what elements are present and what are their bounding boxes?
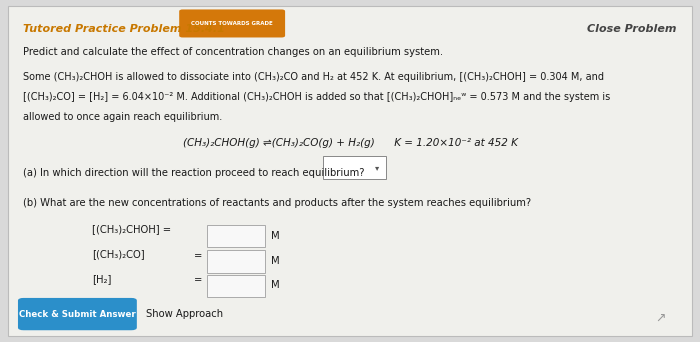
Text: [(CH₃)₂CO] = [H₂] = 6.04×10⁻² M. Additional (CH₃)₂CHOH is added so that [(CH₃)₂C: [(CH₃)₂CO] = [H₂] = 6.04×10⁻² M. Additio… bbox=[23, 92, 610, 102]
Text: (b) What are the new concentrations of reactants and products after the system r: (b) What are the new concentrations of r… bbox=[23, 198, 531, 208]
Text: COUNTS TOWARDS GRADE: COUNTS TOWARDS GRADE bbox=[191, 21, 273, 26]
FancyBboxPatch shape bbox=[18, 298, 136, 330]
FancyBboxPatch shape bbox=[179, 10, 285, 38]
Text: (CH₃)₂CHOH(g) ⇌(CH₃)₂CO(g) + H₂(g)      K = 1.20×10⁻² at 452 K: (CH₃)₂CHOH(g) ⇌(CH₃)₂CO(g) + H₂(g) K = 1… bbox=[183, 138, 517, 148]
Text: M: M bbox=[272, 256, 280, 266]
FancyBboxPatch shape bbox=[206, 275, 265, 297]
Text: Some (CH₃)₂CHOH is allowed to dissociate into (CH₃)₂CO and H₂ at 452 K. At equil: Some (CH₃)₂CHOH is allowed to dissociate… bbox=[23, 72, 604, 82]
Text: (a) In which direction will the reaction proceed to reach equilibrium?: (a) In which direction will the reaction… bbox=[23, 168, 365, 179]
Text: Predict and calculate the effect of concentration changes on an equilibrium syst: Predict and calculate the effect of conc… bbox=[23, 48, 444, 57]
Text: =: = bbox=[194, 251, 202, 261]
FancyBboxPatch shape bbox=[323, 157, 386, 179]
Text: M: M bbox=[272, 280, 280, 290]
Text: ↗: ↗ bbox=[656, 311, 666, 324]
FancyBboxPatch shape bbox=[8, 6, 692, 336]
Text: Check & Submit Answer: Check & Submit Answer bbox=[19, 310, 136, 319]
Text: ▾: ▾ bbox=[375, 163, 379, 172]
Text: [(CH₃)₂CHOH] =: [(CH₃)₂CHOH] = bbox=[92, 224, 171, 234]
Text: [(CH₃)₂CO]: [(CH₃)₂CO] bbox=[92, 249, 144, 260]
Text: =: = bbox=[194, 276, 202, 286]
FancyBboxPatch shape bbox=[206, 225, 265, 248]
FancyBboxPatch shape bbox=[206, 250, 265, 273]
Text: allowed to once again reach equilibrium.: allowed to once again reach equilibrium. bbox=[23, 112, 223, 122]
Text: Close Problem: Close Problem bbox=[587, 24, 677, 34]
Text: Tutored Practice Problem 15.4.1: Tutored Practice Problem 15.4.1 bbox=[23, 24, 225, 34]
Text: Show Approach: Show Approach bbox=[146, 309, 223, 319]
Text: [H₂]: [H₂] bbox=[92, 274, 111, 284]
Text: M: M bbox=[272, 231, 280, 241]
